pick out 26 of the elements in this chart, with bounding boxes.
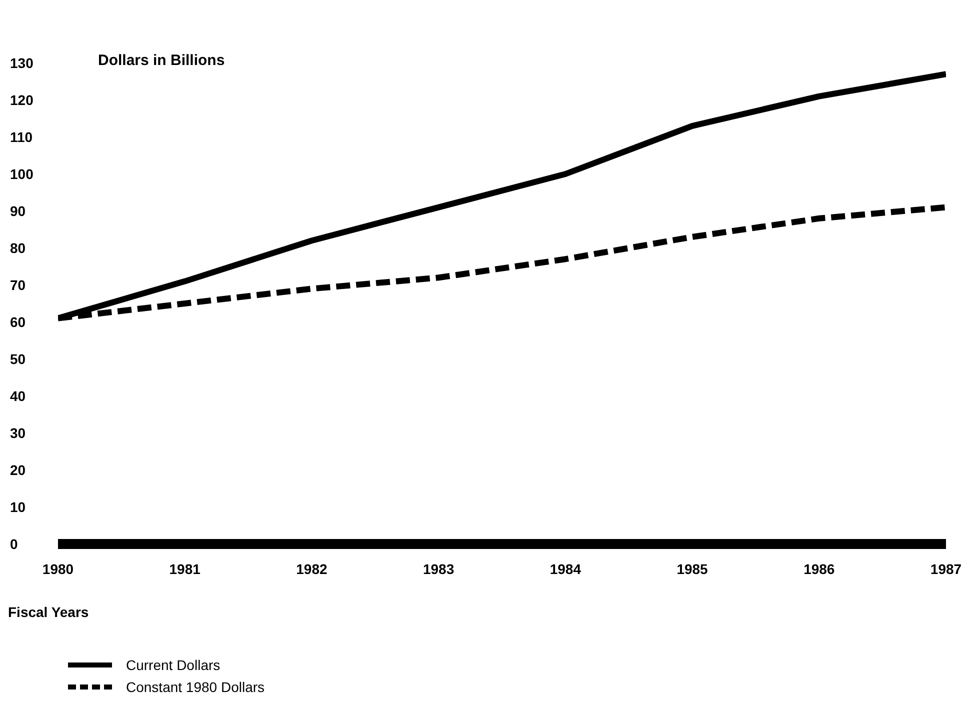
y-tick-label: 70 [10,276,26,293]
x-tick-label: 1980 [42,560,74,577]
y-tick-label: 80 [10,240,26,256]
x-tick-label: 1981 [169,560,201,577]
y-tick-label: 0 [10,536,18,552]
x-tick-label: 1986 [804,560,835,577]
x-tick-label: 1984 [550,560,582,577]
y-tick-label: 110 [10,128,33,145]
x-tick-label: 1985 [676,560,708,577]
legend-label: Constant 1980 Dollars [126,679,265,695]
y-tick-label: 10 [10,498,26,515]
x-tick-label: 1983 [422,560,454,577]
x-tick-label: 1982 [296,560,328,577]
y-axis-title: Dollars in Billions [98,52,225,69]
y-tick-label: 120 [10,92,34,108]
x-axis-title: Fiscal Years [8,604,90,620]
y-tick-label: 100 [10,166,34,182]
y-tick-label: 20 [10,462,26,478]
y-tick-label: 50 [10,350,26,367]
x-tick-label: 1987 [930,560,962,577]
y-tick-label: 60 [10,314,26,330]
legend-label: Current Dollars [126,657,220,673]
y-tick-label: 40 [10,388,26,404]
y-tick-label: 90 [10,202,26,219]
y-tick-label: 130 [10,54,34,71]
y-tick-label: 30 [10,424,26,441]
